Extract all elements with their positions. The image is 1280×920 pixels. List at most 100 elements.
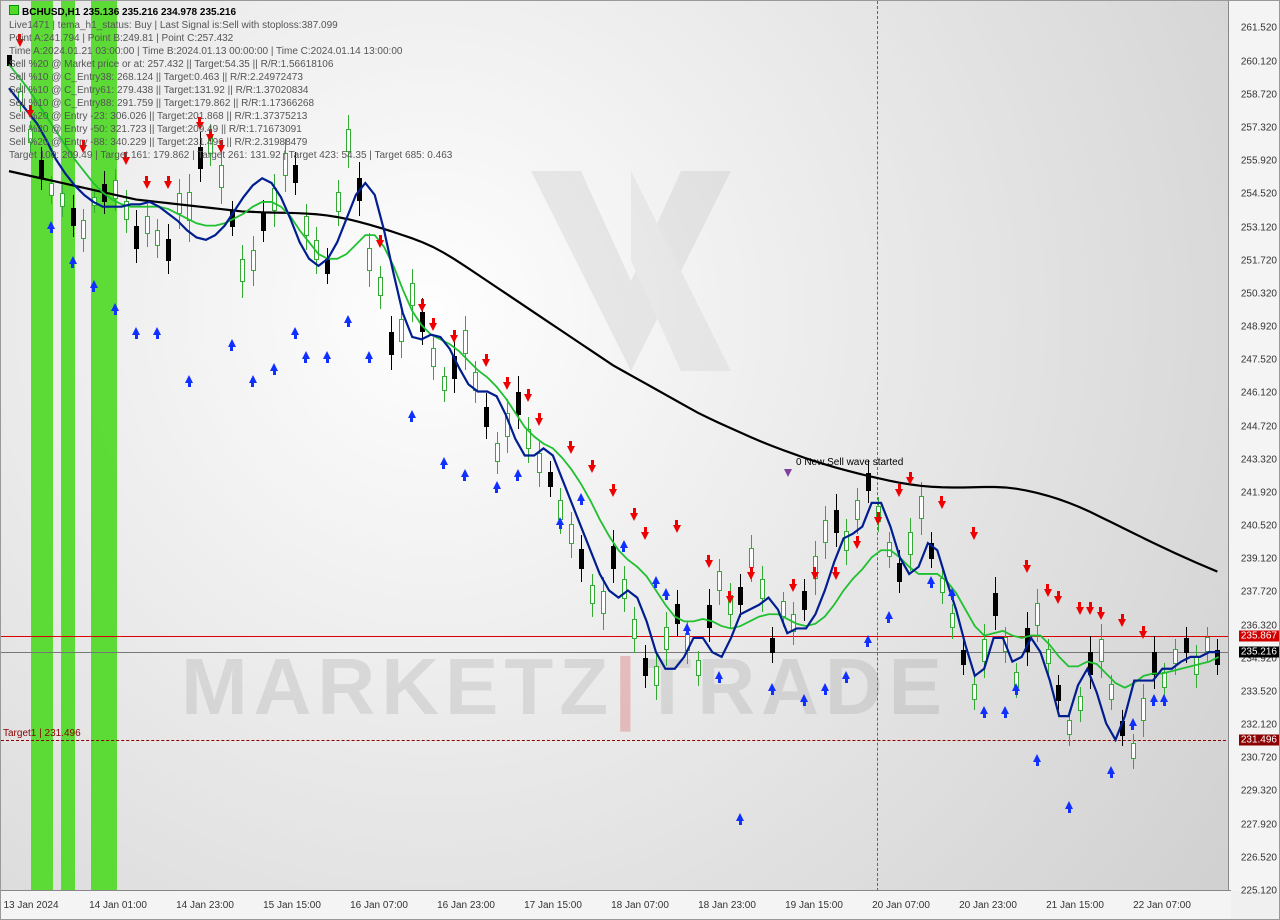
sell-arrow-icon — [938, 501, 946, 509]
buy-arrow-icon — [652, 576, 660, 584]
sell-arrow-icon — [429, 323, 437, 331]
buy-arrow-icon — [365, 351, 373, 359]
buy-arrow-icon — [228, 339, 236, 347]
buy-arrow-icon — [1012, 683, 1020, 691]
watermark-text: MARKETZ|TRADE — [181, 641, 948, 733]
sell-arrow-icon — [1086, 607, 1094, 615]
sell-arrow-icon — [588, 465, 596, 473]
x-tick: 13 Jan 2024 — [3, 900, 58, 911]
sell-arrow-icon — [874, 517, 882, 525]
sell-arrow-icon — [1139, 631, 1147, 639]
x-tick: 20 Jan 07:00 — [872, 900, 930, 911]
info-row: Sell %20 @ Entry -23: 306.026 || Target:… — [9, 110, 452, 123]
buy-arrow-icon — [344, 315, 352, 323]
info-row: Time A:2024.01.21 03:00:00 | Time B:2024… — [9, 45, 452, 58]
buy-arrow-icon — [885, 611, 893, 619]
buy-arrow-icon — [1107, 766, 1115, 774]
price-tag: 235.867 — [1239, 631, 1279, 642]
buy-arrow-icon — [821, 683, 829, 691]
sell-arrow-icon — [747, 572, 755, 580]
plot-area[interactable]: MARKETZ|TRADE 0 New Sell wave started Ta… — [1, 1, 1231, 891]
sell-arrow-icon — [609, 489, 617, 497]
y-tick: 251.720 — [1241, 255, 1277, 266]
vertical-divider — [877, 1, 878, 891]
y-tick: 258.720 — [1241, 89, 1277, 100]
sell-arrow-icon — [1118, 619, 1126, 627]
buy-arrow-icon — [620, 540, 628, 548]
buy-arrow-icon — [185, 375, 193, 383]
chart-window[interactable]: MARKETZ|TRADE 0 New Sell wave started Ta… — [0, 0, 1280, 920]
sell-arrow-icon — [482, 359, 490, 367]
buy-arrow-icon — [927, 576, 935, 584]
y-tick: 227.920 — [1241, 819, 1277, 830]
buy-arrow-icon — [683, 623, 691, 631]
sell-arrow-icon — [1097, 612, 1105, 620]
buy-arrow-icon — [90, 280, 98, 288]
sell-arrow-icon — [641, 532, 649, 540]
y-tick: 253.120 — [1241, 222, 1277, 233]
x-tick: 21 Jan 15:00 — [1046, 900, 1104, 911]
sell-arrow-icon — [970, 532, 978, 540]
sell-arrow-icon — [376, 240, 384, 248]
info-row: Target 100: 209.49 | Target 161: 179.862… — [9, 149, 452, 162]
info-row: Live1471 | tema_h1_status: Buy | Last Si… — [9, 19, 452, 32]
watermark-logo-icon — [481, 121, 781, 421]
y-axis: 225.120226.520227.920229.320230.720232.1… — [1228, 1, 1279, 891]
buy-arrow-icon — [493, 481, 501, 489]
y-tick: 230.720 — [1241, 753, 1277, 764]
buy-arrow-icon — [47, 221, 55, 229]
sell-arrow-icon — [164, 181, 172, 189]
x-tick: 22 Jan 07:00 — [1133, 900, 1191, 911]
sell-arrow-icon — [503, 382, 511, 390]
y-tick: 261.520 — [1241, 23, 1277, 34]
buy-arrow-icon — [1129, 718, 1137, 726]
buy-arrow-icon — [1033, 754, 1041, 762]
info-row: Sell %10 @ C_Entry38: 268.124 || Target:… — [9, 71, 452, 84]
x-tick: 15 Jan 15:00 — [263, 900, 321, 911]
y-tick: 243.320 — [1241, 454, 1277, 465]
y-tick: 229.320 — [1241, 786, 1277, 797]
y-tick: 239.120 — [1241, 554, 1277, 565]
sell-arrow-icon — [524, 394, 532, 402]
sell-arrow-icon — [895, 489, 903, 497]
buy-arrow-icon — [736, 813, 744, 821]
price-tag: 231.496 — [1239, 734, 1279, 745]
y-tick: 226.520 — [1241, 852, 1277, 863]
x-tick: 19 Jan 15:00 — [785, 900, 843, 911]
x-axis: 13 Jan 2024 14 Jan 01:00 14 Jan 23:00 15 Ja… — [1, 890, 1231, 919]
info-row: Point A:241.794 | Point B:249.81 | Point… — [9, 32, 452, 45]
buy-arrow-icon — [302, 351, 310, 359]
horizontal-line — [1, 636, 1231, 637]
buy-arrow-icon — [270, 363, 278, 371]
x-tick: 16 Jan 23:00 — [437, 900, 495, 911]
sell-arrow-icon — [450, 335, 458, 343]
buy-arrow-icon — [556, 517, 564, 525]
info-row: Sell %10 @ C_Entry61: 279.438 || Target:… — [9, 84, 452, 97]
y-tick: 255.920 — [1241, 156, 1277, 167]
sell-arrow-icon — [567, 446, 575, 454]
sell-arrow-icon — [726, 596, 734, 604]
buy-arrow-icon — [1001, 706, 1009, 714]
buy-arrow-icon — [662, 588, 670, 596]
sell-arrow-icon — [906, 477, 914, 485]
y-tick: 241.920 — [1241, 487, 1277, 498]
y-tick: 250.320 — [1241, 288, 1277, 299]
sell-arrow-icon — [673, 525, 681, 533]
x-tick: 18 Jan 07:00 — [611, 900, 669, 911]
x-tick: 14 Jan 23:00 — [176, 900, 234, 911]
buy-arrow-icon — [132, 327, 140, 335]
buy-arrow-icon — [1150, 694, 1158, 702]
x-tick: 14 Jan 01:00 — [89, 900, 147, 911]
sell-arrow-icon — [535, 418, 543, 426]
sell-arrow-icon — [1044, 589, 1052, 597]
y-tick: 257.320 — [1241, 123, 1277, 134]
buy-arrow-icon — [514, 469, 522, 477]
buy-arrow-icon — [715, 671, 723, 679]
sell-wave-annotation: 0 New Sell wave started — [796, 457, 903, 468]
y-tick: 244.720 — [1241, 421, 1277, 432]
sell-arrow-icon — [1023, 565, 1031, 573]
y-tick: 254.520 — [1241, 189, 1277, 200]
sell-arrow-icon — [811, 572, 819, 580]
buy-arrow-icon — [291, 327, 299, 335]
buy-arrow-icon — [980, 706, 988, 714]
